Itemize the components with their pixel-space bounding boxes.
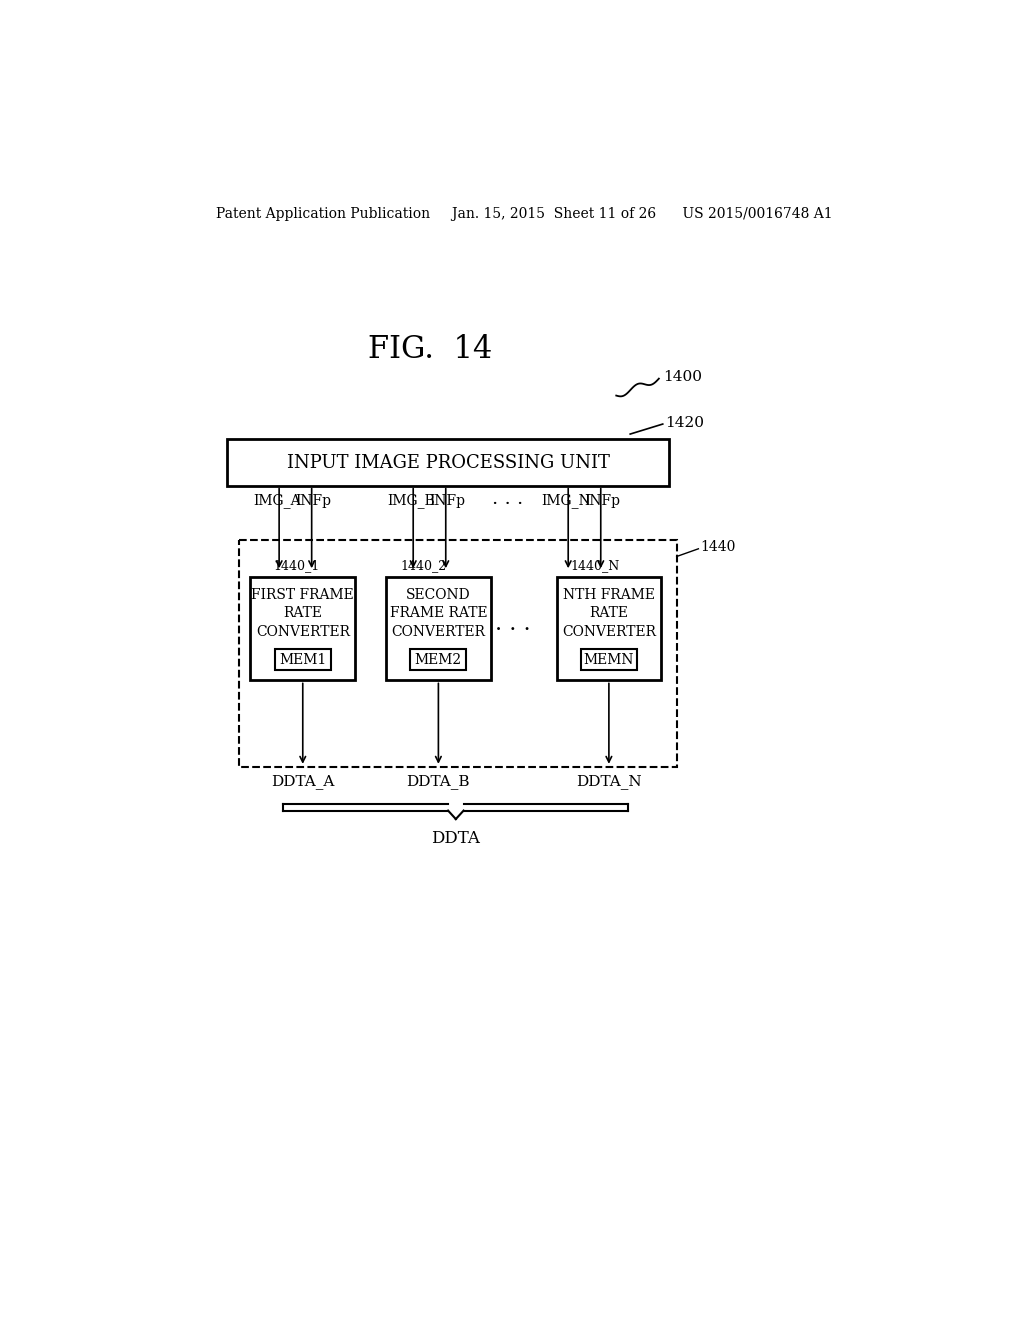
Text: IMG_B: IMG_B [388,494,435,508]
Text: INFp: INFp [429,494,465,508]
FancyBboxPatch shape [274,649,331,671]
Text: 1440_1: 1440_1 [273,558,319,572]
Text: DDTA: DDTA [431,830,480,847]
Text: 1440_2: 1440_2 [400,558,446,572]
Text: 1440: 1440 [700,540,736,554]
Text: 1420: 1420 [665,416,705,429]
Text: FIG.  14: FIG. 14 [368,334,493,364]
Text: MEM1: MEM1 [280,652,327,667]
Text: SECOND
FRAME RATE
CONVERTER: SECOND FRAME RATE CONVERTER [389,589,487,639]
FancyBboxPatch shape [251,577,355,681]
FancyBboxPatch shape [227,440,669,486]
FancyBboxPatch shape [557,577,662,681]
Text: INFp: INFp [295,494,331,508]
Text: 1400: 1400 [663,370,701,384]
Text: DDTA_A: DDTA_A [271,775,335,789]
Text: . . .: . . . [493,490,523,508]
Text: INPUT IMAGE PROCESSING UNIT: INPUT IMAGE PROCESSING UNIT [287,454,609,471]
FancyBboxPatch shape [411,649,466,671]
FancyBboxPatch shape [581,649,637,671]
Text: MEMN: MEMN [584,652,634,667]
FancyBboxPatch shape [386,577,490,681]
Text: INFp: INFp [585,494,621,508]
Text: IMG_A: IMG_A [254,494,301,508]
Text: 1440_N: 1440_N [570,558,620,572]
Text: DDTA_B: DDTA_B [407,775,470,789]
Text: IMG_N: IMG_N [542,494,592,508]
Text: MEM2: MEM2 [415,652,462,667]
FancyBboxPatch shape [239,540,677,767]
Text: . . .: . . . [496,614,531,635]
Text: FIRST FRAME
RATE
CONVERTER: FIRST FRAME RATE CONVERTER [251,589,354,639]
Text: NTH FRAME
RATE
CONVERTER: NTH FRAME RATE CONVERTER [562,589,656,639]
Text: DDTA_N: DDTA_N [577,775,642,789]
Text: Patent Application Publication     Jan. 15, 2015  Sheet 11 of 26      US 2015/00: Patent Application Publication Jan. 15, … [216,207,834,220]
